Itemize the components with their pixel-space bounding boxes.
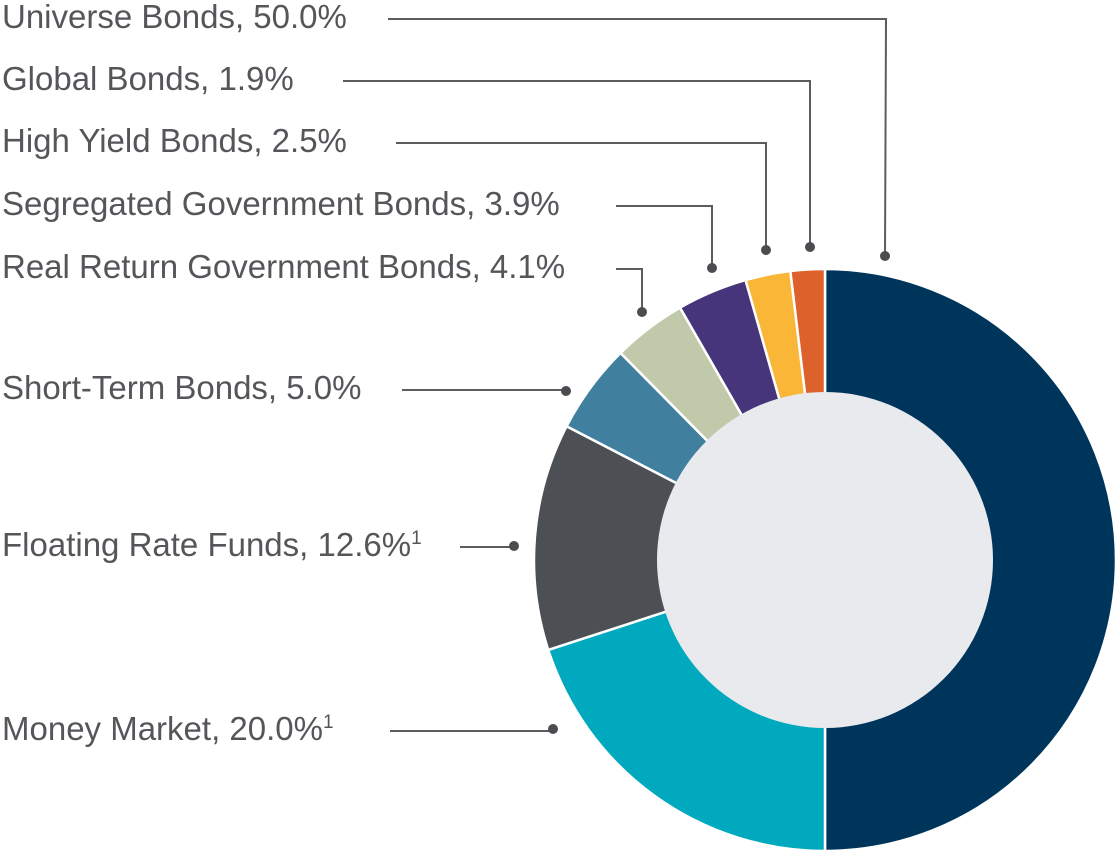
donut-hole (657, 392, 993, 728)
leader-dot-real-return-government-bonds (637, 307, 647, 317)
label-money-market: Money Market, 20.0%1 (2, 710, 334, 747)
leader-line-short-term-bonds (402, 389, 567, 391)
leader-dot-segregated-government-bonds (707, 263, 717, 273)
label-text: Money Market, 20.0% (2, 710, 323, 747)
leader-dot-universe-bonds (880, 251, 890, 261)
label-real-return-government-bonds: Real Return Government Bonds, 4.1% (2, 248, 565, 285)
leader-line-money-market (390, 729, 554, 732)
label-text: Global Bonds, 1.9% (2, 60, 294, 97)
leader-line-segregated-government-bonds (616, 205, 713, 268)
leader-dot-global-bonds (805, 242, 815, 252)
leader-dot-money-market (548, 724, 558, 734)
leader-line-floating-rate-funds (460, 546, 515, 548)
leader-lines (343, 18, 890, 734)
leader-line-high-yield-bonds (396, 142, 767, 250)
footnote-marker: 1 (323, 712, 334, 733)
label-floating-rate-funds: Floating Rate Funds, 12.6%1 (2, 526, 422, 563)
leader-dot-floating-rate-funds (509, 541, 519, 551)
label-text: Floating Rate Funds, 12.6% (2, 526, 411, 563)
leader-line-real-return-government-bonds (616, 268, 643, 312)
leader-dot-high-yield-bonds (761, 245, 771, 255)
label-text: High Yield Bonds, 2.5% (2, 122, 347, 159)
label-text: Universe Bonds, 50.0% (2, 0, 347, 35)
label-short-term-bonds: Short-Term Bonds, 5.0% (2, 369, 362, 406)
leader-dot-short-term-bonds (561, 386, 571, 396)
label-high-yield-bonds: High Yield Bonds, 2.5% (2, 122, 347, 159)
label-text: Real Return Government Bonds, 4.1% (2, 248, 565, 285)
leader-line-global-bonds (343, 80, 811, 247)
slice-labels: Universe Bonds, 50.0% Money Market, 20.0%… (2, 0, 565, 747)
leader-line-universe-bonds (388, 18, 888, 257)
label-universe-bonds: Universe Bonds, 50.0% (2, 0, 347, 35)
label-text: Segregated Government Bonds, 3.9% (2, 185, 560, 222)
label-text: Short-Term Bonds, 5.0% (2, 369, 362, 406)
label-global-bonds: Global Bonds, 1.9% (2, 60, 294, 97)
label-segregated-government-bonds: Segregated Government Bonds, 3.9% (2, 185, 560, 222)
footnote-marker: 1 (411, 528, 422, 549)
